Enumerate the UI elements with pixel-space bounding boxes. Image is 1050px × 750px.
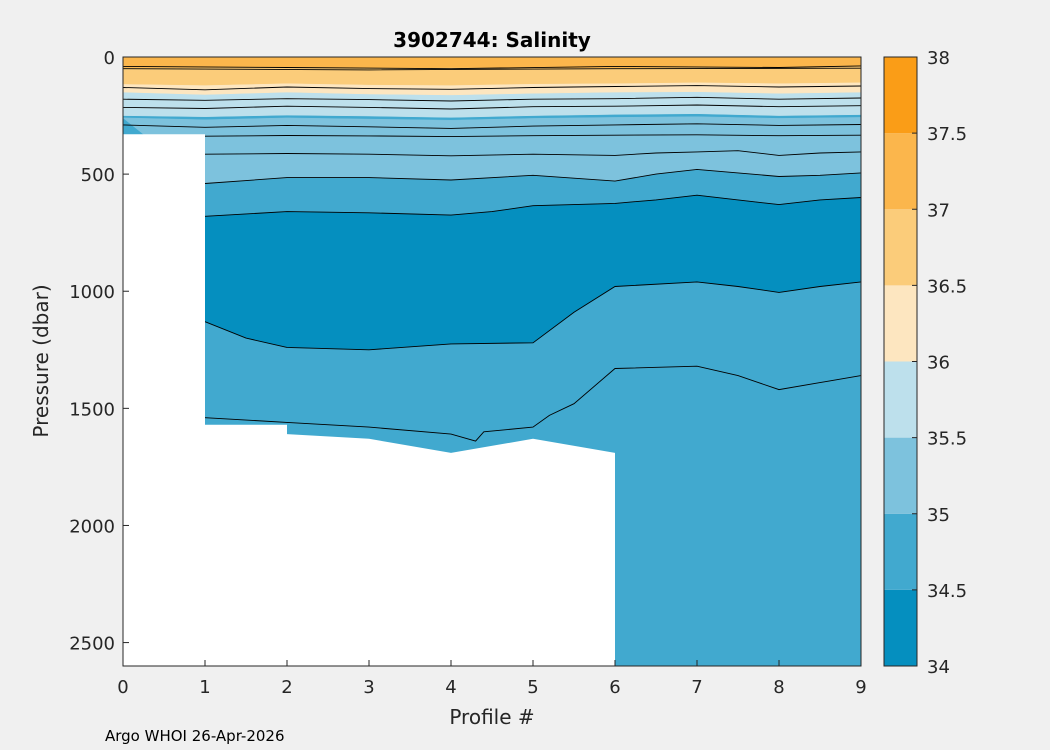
colorbar-tick-label: 38 [927,48,950,69]
contour-line-8 [204,168,862,184]
x-axis-label: Profile # [449,705,534,729]
contour-line-5 [122,123,862,129]
contour-line-9 [204,194,862,217]
colorbar-tick-label: 36 [927,353,950,374]
contour-line-1 [122,67,862,71]
colorbar-tick-label: 35 [927,505,950,526]
colorbar-swatch [884,513,917,590]
colorbar-swatch [884,361,917,438]
colorbar-tick-label: 37.5 [927,124,967,145]
axes-frame [122,56,862,667]
x-axis-ticks: 0 1 2 3 4 5 6 7 8 9 [117,660,867,698]
colorbar-swatch [884,437,917,514]
y-axis-ticks: 0 500 1000 1500 2000 2500 [69,48,129,655]
contour-bands [122,56,862,351]
colorbar-tick-label: 36.5 [927,276,967,297]
x-tick-label: 7 [691,677,702,698]
contour-line-2 [122,85,862,91]
contour-line-7 [204,150,862,157]
colorbar-tick-label: 35.5 [927,429,967,450]
y-tick-label: 1000 [69,282,115,303]
contour-line-3 [122,96,862,102]
y-tick-label: 0 [104,48,115,69]
colorbar-swatch [884,589,917,666]
colorbar-tick-label: 37 [927,200,950,221]
no-data-mask [123,134,615,667]
x-tick-label: 0 [117,677,128,698]
plot-area [122,56,862,667]
contour-line-0 [122,65,862,70]
y-tick-label: 1500 [69,399,115,420]
x-tick-label: 3 [363,677,374,698]
contour-lines [122,65,862,442]
x-tick-label: 2 [281,677,292,698]
x-tick-label: 6 [609,677,620,698]
x-tick-label: 9 [855,677,866,698]
contour-line-4 [122,104,862,110]
contour-band-2 [122,91,862,118]
y-axis-label: Pressure (dbar) [29,284,53,437]
colorbar-swatch [884,133,917,210]
x-tick-label: 1 [199,677,210,698]
y-tick-label: 500 [81,165,115,186]
y-tick-label: 2000 [69,516,115,537]
footer-text: Argo WHOI 26-Apr-2026 [105,727,285,745]
colorbar-swatch [884,285,917,362]
colorbar-swatch [884,209,917,286]
colorbar: 34 34.5 35 35.5 36 36.5 37 37.5 38 [883,48,967,678]
y-tick-label: 2500 [69,634,115,655]
contour-line-10 [204,281,862,351]
contour-line-11 [204,365,862,442]
chart-title: 3902744: Salinity [393,28,591,52]
x-tick-label: 5 [527,677,538,698]
x-tick-label: 4 [445,677,456,698]
contour-line-6 [122,134,862,138]
contour-band-5 [122,56,862,69]
colorbar-tick-label: 34.5 [927,581,967,602]
x-tick-label: 8 [773,677,784,698]
colorbar-tick-label: 34 [927,657,950,678]
colorbar-swatch [884,57,917,134]
